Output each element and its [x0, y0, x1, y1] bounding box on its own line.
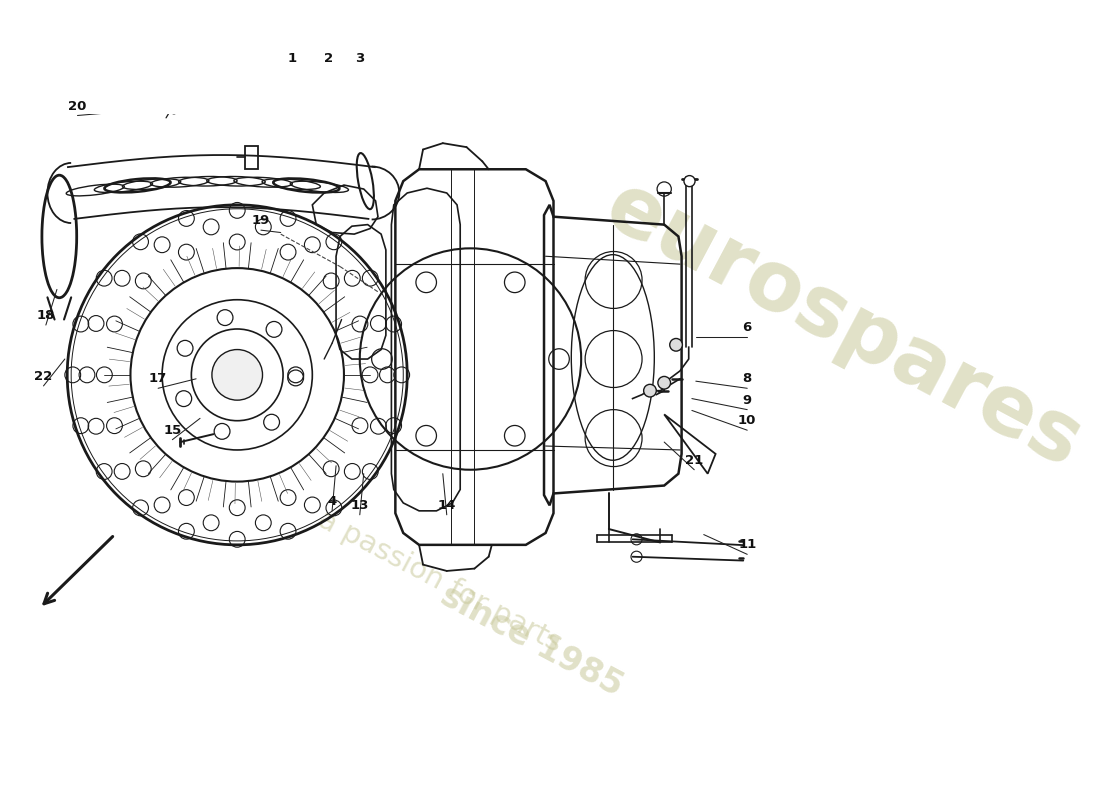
Circle shape [670, 338, 682, 351]
Text: 17: 17 [148, 372, 167, 386]
Text: 15: 15 [163, 424, 182, 437]
Circle shape [644, 384, 657, 397]
Text: 18: 18 [36, 309, 55, 322]
Text: 10: 10 [738, 414, 757, 427]
Text: 3: 3 [355, 52, 364, 65]
Circle shape [684, 175, 695, 186]
Text: 20: 20 [68, 99, 87, 113]
Text: since 1985: since 1985 [434, 579, 628, 703]
Text: 4: 4 [328, 495, 337, 508]
Text: 14: 14 [438, 499, 455, 512]
Text: 11: 11 [738, 538, 757, 551]
Text: 19: 19 [252, 214, 271, 227]
Text: a passion for parts: a passion for parts [314, 505, 566, 658]
Circle shape [658, 377, 671, 389]
Text: 13: 13 [351, 499, 369, 512]
Text: 2: 2 [323, 52, 332, 65]
Text: 1: 1 [288, 52, 297, 65]
Text: 8: 8 [742, 372, 752, 386]
Circle shape [212, 350, 263, 400]
Text: 22: 22 [34, 370, 53, 383]
Text: 21: 21 [685, 454, 703, 466]
Text: 6: 6 [742, 321, 752, 334]
Text: 9: 9 [742, 394, 751, 406]
Text: eurospares: eurospares [592, 166, 1096, 485]
